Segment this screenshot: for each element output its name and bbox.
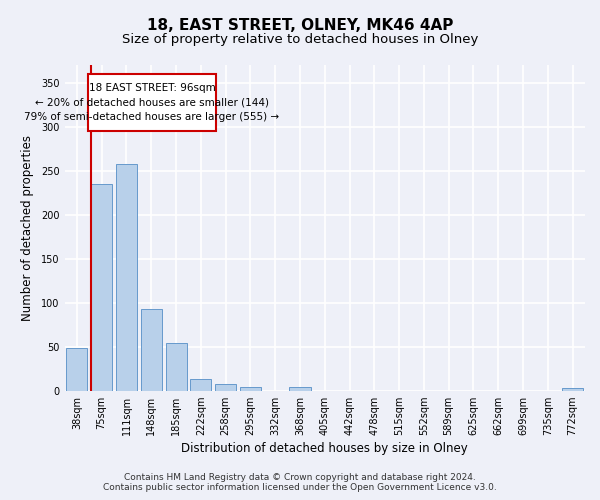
Bar (289, 387, 311, 390)
Bar (67, 348, 88, 391)
Bar (91, 184, 112, 390)
Bar (190, 380, 211, 390)
FancyBboxPatch shape (88, 74, 215, 131)
Text: 18, EAST STREET, OLNEY, MK46 4AP: 18, EAST STREET, OLNEY, MK46 4AP (147, 18, 453, 32)
Text: 18 EAST STREET: 96sqm
← 20% of detached houses are smaller (144)
79% of semi-det: 18 EAST STREET: 96sqm ← 20% of detached … (25, 82, 280, 122)
Y-axis label: Number of detached properties: Number of detached properties (21, 135, 34, 321)
Bar (562, 388, 583, 390)
Text: Size of property relative to detached houses in Olney: Size of property relative to detached ho… (122, 32, 478, 46)
Bar (141, 309, 162, 390)
Bar (215, 384, 236, 390)
Bar (166, 343, 187, 390)
X-axis label: Distribution of detached houses by size in Olney: Distribution of detached houses by size … (181, 442, 468, 455)
Text: Contains HM Land Registry data © Crown copyright and database right 2024.
Contai: Contains HM Land Registry data © Crown c… (103, 473, 497, 492)
Bar (240, 387, 261, 390)
Bar (116, 164, 137, 390)
